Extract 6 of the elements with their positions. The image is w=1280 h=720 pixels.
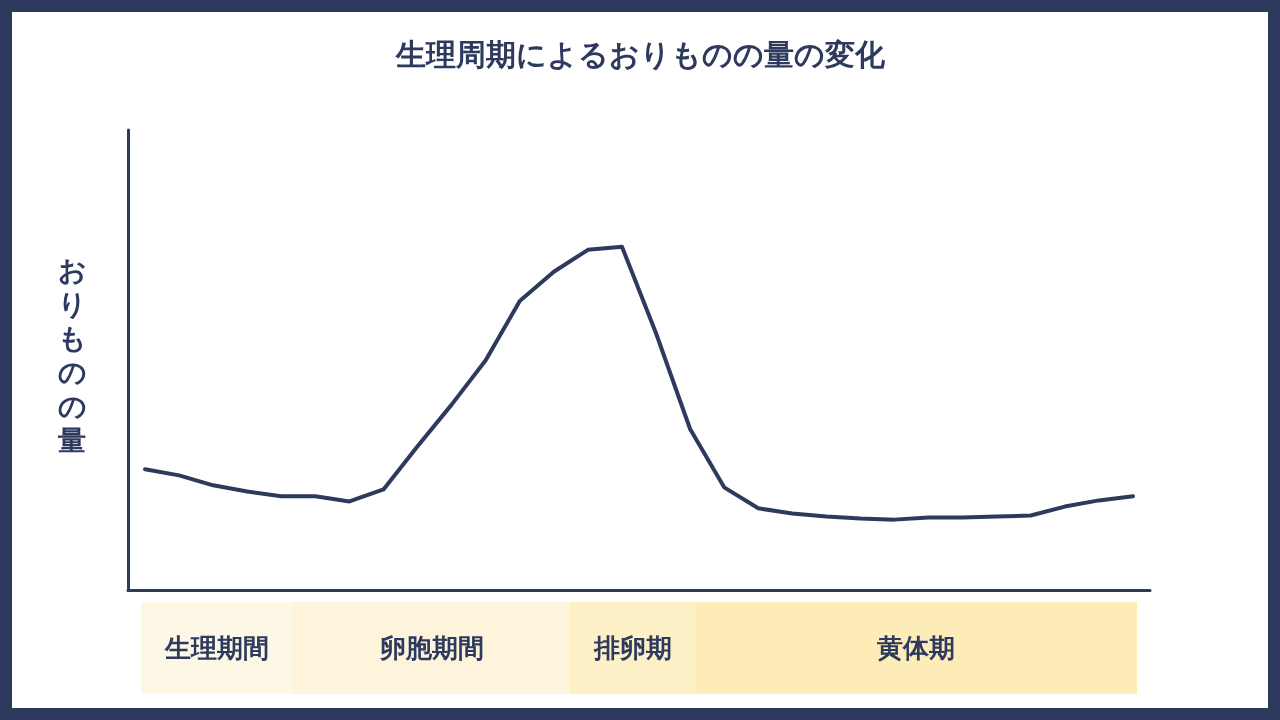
- chart-title: 生理周期によるおりものの量の変化: [394, 36, 886, 72]
- text: 排卵期: [592, 633, 672, 663]
- text: 卵胞期間: [378, 633, 484, 663]
- y-axis-title: おりものの量: [56, 254, 88, 458]
- text: 生理期間: [164, 633, 269, 663]
- text: 黄体期: [876, 633, 955, 663]
